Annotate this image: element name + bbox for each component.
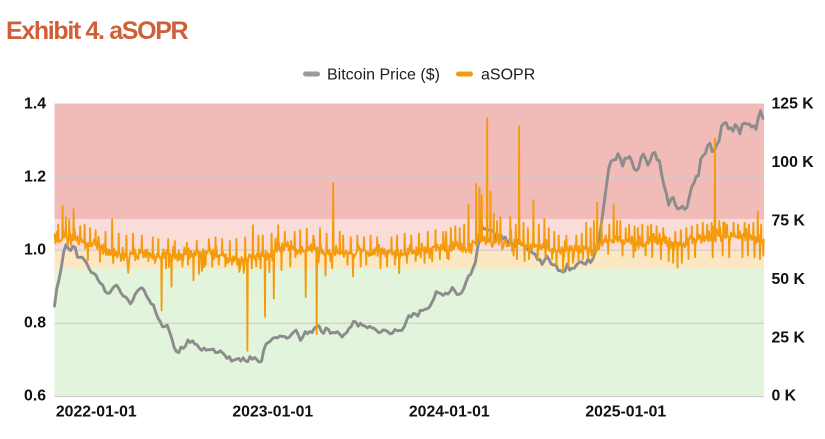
svg-text:Bitcoin Price ($): Bitcoin Price ($) bbox=[327, 67, 440, 84]
svg-text:2022-01-01: 2022-01-01 bbox=[56, 404, 137, 421]
svg-text:2023-01-01: 2023-01-01 bbox=[232, 404, 313, 421]
svg-text:50 K: 50 K bbox=[772, 271, 806, 288]
svg-text:125 K: 125 K bbox=[772, 96, 815, 113]
svg-text:75 K: 75 K bbox=[772, 213, 806, 230]
svg-text:25 K: 25 K bbox=[772, 330, 806, 347]
svg-text:aSOPR: aSOPR bbox=[481, 67, 535, 84]
svg-text:1.4: 1.4 bbox=[24, 96, 46, 113]
svg-text:2024-01-01: 2024-01-01 bbox=[409, 404, 490, 421]
svg-text:2025-01-01: 2025-01-01 bbox=[585, 404, 666, 421]
svg-text:1.0: 1.0 bbox=[24, 242, 46, 259]
svg-text:100 K: 100 K bbox=[772, 154, 815, 171]
svg-text:0.6: 0.6 bbox=[24, 388, 46, 405]
svg-text:1.2: 1.2 bbox=[24, 169, 46, 186]
svg-text:0.8: 0.8 bbox=[24, 315, 46, 332]
svg-text:0 K: 0 K bbox=[772, 388, 797, 405]
